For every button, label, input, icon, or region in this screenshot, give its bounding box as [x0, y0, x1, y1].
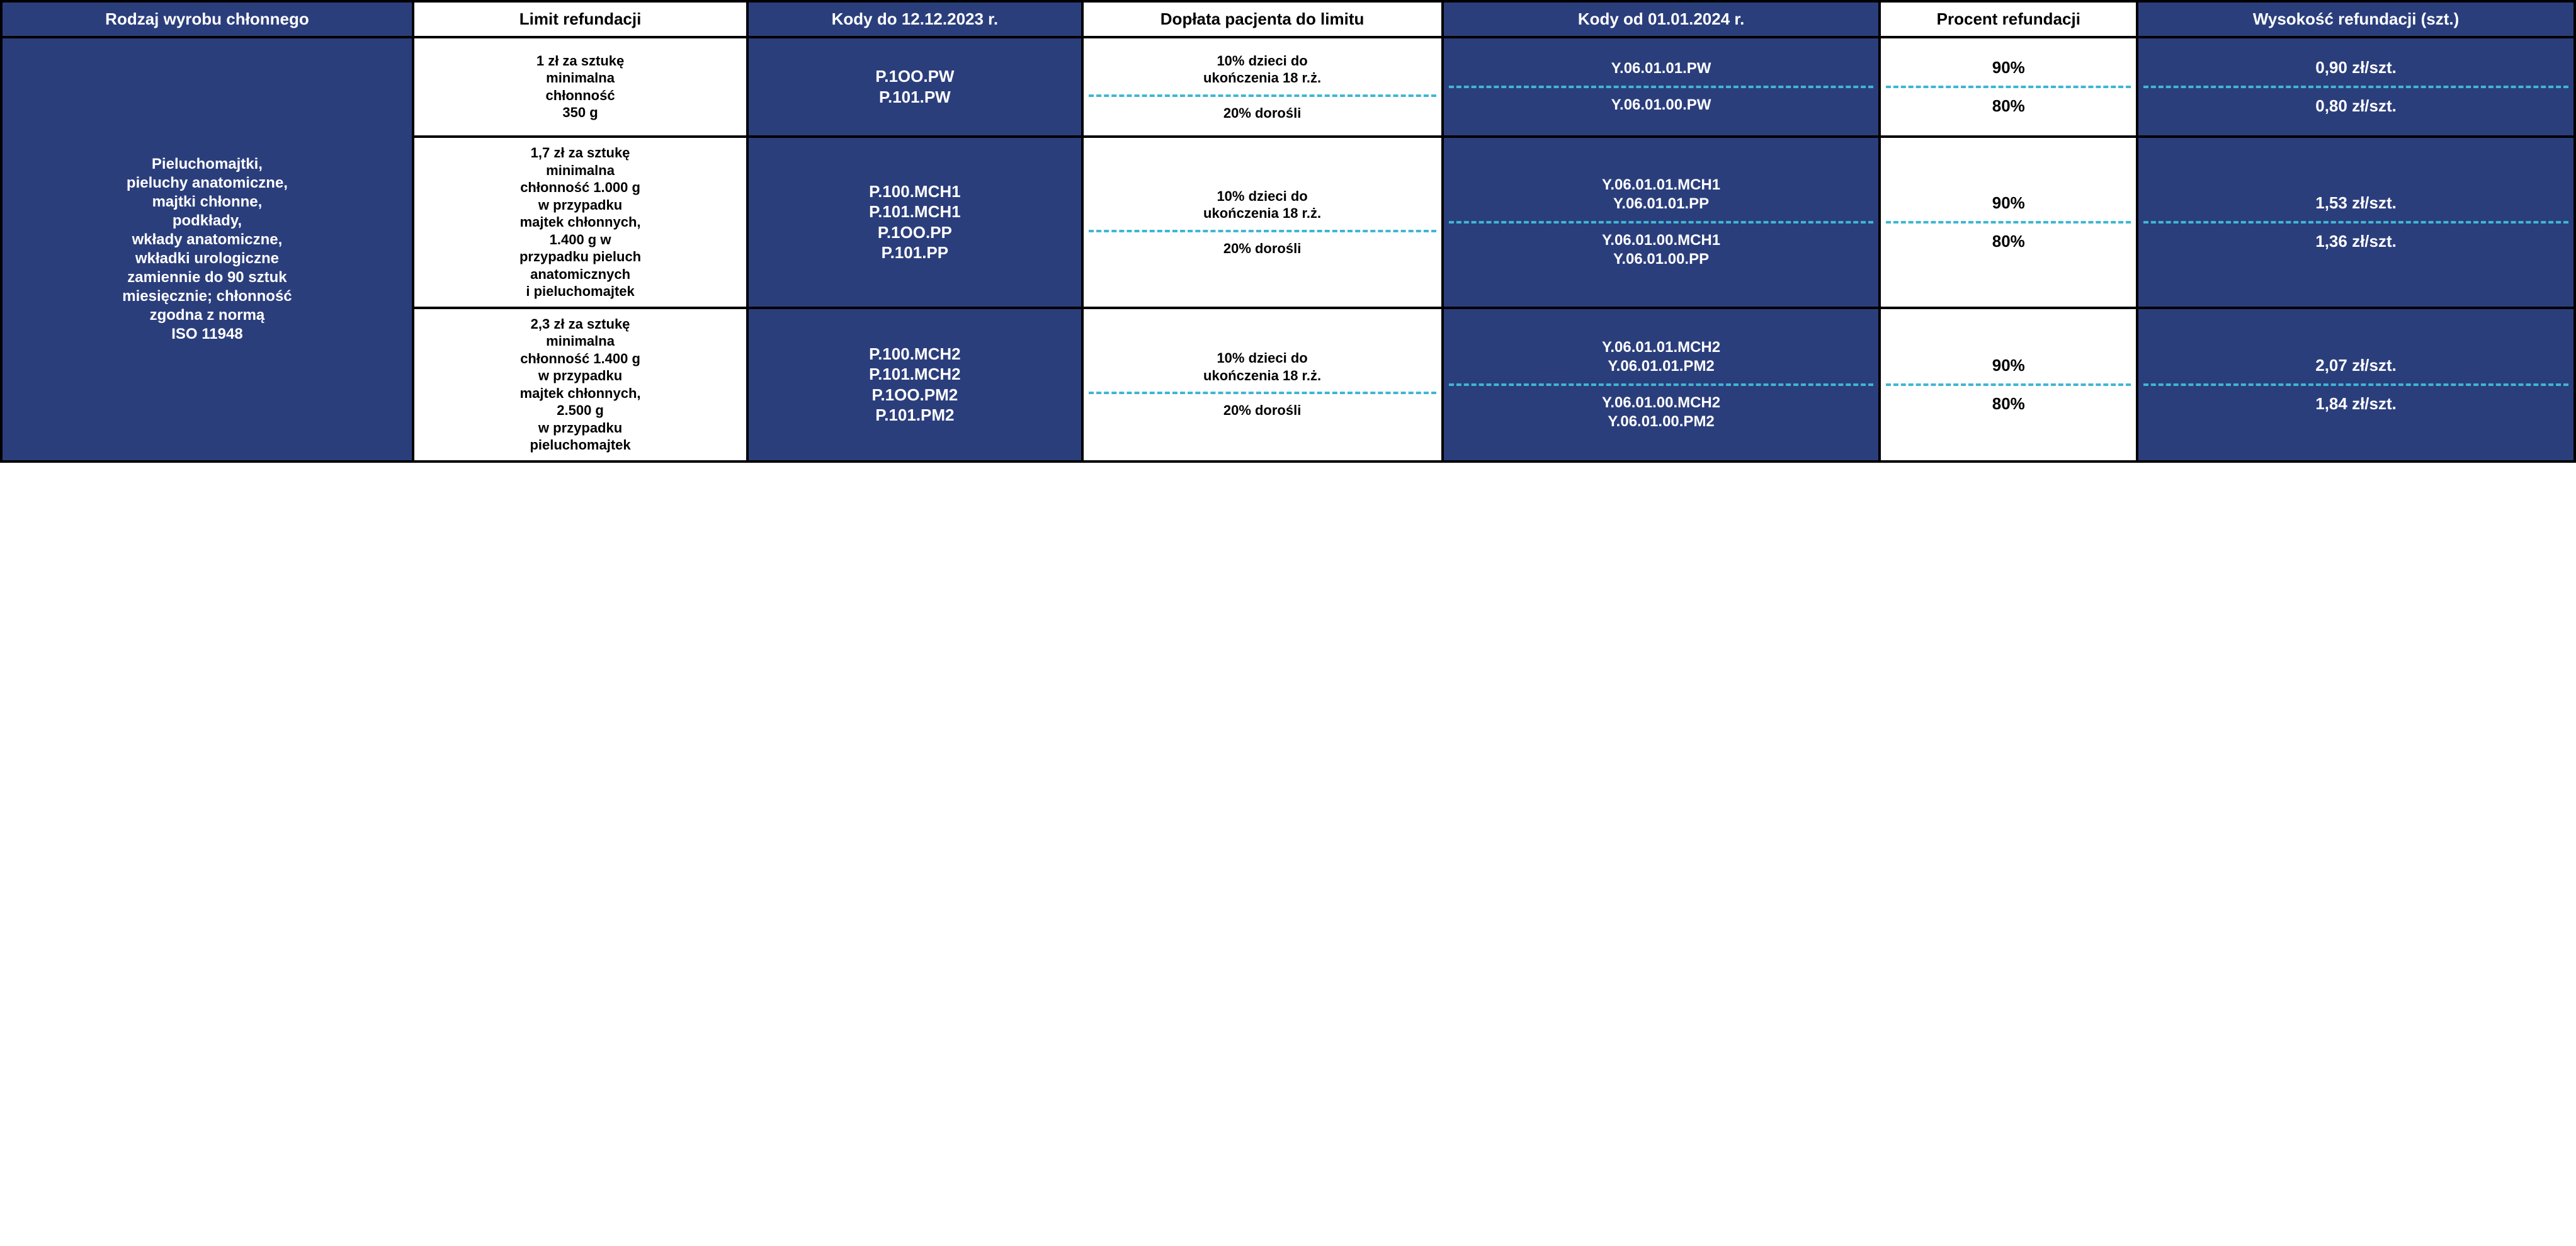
- new-code-top: Y.06.01.01.PW: [1449, 52, 1874, 88]
- doplata-cell: 10% dzieci do ukończenia 18 r.ż. 20% dor…: [1082, 137, 1443, 308]
- pct-bot: 80%: [1886, 224, 2131, 259]
- new-code-top: Y.06.01.01.MCH1 Y.06.01.01.PP: [1449, 168, 1874, 224]
- th-limit: Limit refundacji: [413, 1, 747, 37]
- new-code-bot: Y.06.01.00.MCH2 Y.06.01.00.PM2: [1449, 386, 1874, 439]
- row-label-cell: Pieluchomajtki, pieluchy anatomiczne, ma…: [1, 37, 413, 462]
- amount-cell: 2,07 zł/szt. 1,84 zł/szt.: [2137, 308, 2575, 462]
- th-kody-od: Kody od 01.01.2024 r.: [1443, 1, 1880, 37]
- table-header-row: Rodzaj wyrobu chłonnego Limit refundacji…: [1, 1, 2575, 37]
- doplata-bot: 20% dorośli: [1089, 394, 1436, 427]
- doplata-top: 10% dzieci do ukończenia 18 r.ż.: [1089, 342, 1436, 394]
- old-codes-cell: P.100.MCH2 P.101.MCH2 P.1OO.PM2 P.101.PM…: [747, 308, 1082, 462]
- doplata-bot: 20% dorośli: [1089, 232, 1436, 265]
- amount-top: 1,53 zł/szt.: [2143, 185, 2568, 224]
- th-procent: Procent refundacji: [1880, 1, 2137, 37]
- new-codes-cell: Y.06.01.01.MCH1 Y.06.01.01.PP Y.06.01.00…: [1443, 137, 1880, 308]
- pct-top: 90%: [1886, 185, 2131, 224]
- doplata-bot: 20% dorośli: [1089, 97, 1436, 130]
- th-doplata: Dopłata pacjenta do limitu: [1082, 1, 1443, 37]
- amount-bot: 1,84 zł/szt.: [2143, 386, 2568, 422]
- th-kody-do: Kody do 12.12.2023 r.: [747, 1, 1082, 37]
- amount-top: 0,90 zł/szt.: [2143, 50, 2568, 88]
- doplata-top: 10% dzieci do ukończenia 18 r.ż.: [1089, 45, 1436, 97]
- amount-bot: 0,80 zł/szt.: [2143, 88, 2568, 124]
- pct-top: 90%: [1886, 348, 2131, 386]
- pct-top: 90%: [1886, 50, 2131, 88]
- doplata-cell: 10% dzieci do ukończenia 18 r.ż. 20% dor…: [1082, 37, 1443, 137]
- new-codes-cell: Y.06.01.01.MCH2 Y.06.01.01.PM2 Y.06.01.0…: [1443, 308, 1880, 462]
- table-row: Pieluchomajtki, pieluchy anatomiczne, ma…: [1, 37, 2575, 137]
- limit-cell: 1 zł za sztukę minimalna chłonność 350 g: [413, 37, 747, 137]
- doplata-top: 10% dzieci do ukończenia 18 r.ż.: [1089, 180, 1436, 232]
- pct-bot: 80%: [1886, 88, 2131, 124]
- limit-cell: 2,3 zł za sztukę minimalna chłonność 1.4…: [413, 308, 747, 462]
- old-codes-cell: P.1OO.PW P.101.PW: [747, 37, 1082, 137]
- new-code-bot: Y.06.01.00.PW: [1449, 88, 1874, 122]
- pct-cell: 90% 80%: [1880, 37, 2137, 137]
- new-code-top: Y.06.01.01.MCH2 Y.06.01.01.PM2: [1449, 331, 1874, 386]
- limit-cell: 1,7 zł za sztukę minimalna chłonność 1.0…: [413, 137, 747, 308]
- th-rodzaj: Rodzaj wyrobu chłonnego: [1, 1, 413, 37]
- amount-cell: 1,53 zł/szt. 1,36 zł/szt.: [2137, 137, 2575, 308]
- amount-top: 2,07 zł/szt.: [2143, 348, 2568, 386]
- amount-cell: 0,90 zł/szt. 0,80 zł/szt.: [2137, 37, 2575, 137]
- new-code-bot: Y.06.01.00.MCH1 Y.06.01.00.PP: [1449, 224, 1874, 276]
- pct-bot: 80%: [1886, 386, 2131, 422]
- doplata-cell: 10% dzieci do ukończenia 18 r.ż. 20% dor…: [1082, 308, 1443, 462]
- pct-cell: 90% 80%: [1880, 308, 2137, 462]
- new-codes-cell: Y.06.01.01.PW Y.06.01.00.PW: [1443, 37, 1880, 137]
- refund-table: Rodzaj wyrobu chłonnego Limit refundacji…: [0, 0, 2576, 463]
- amount-bot: 1,36 zł/szt.: [2143, 224, 2568, 259]
- th-wysokosc: Wysokość refundacji (szt.): [2137, 1, 2575, 37]
- pct-cell: 90% 80%: [1880, 137, 2137, 308]
- old-codes-cell: P.100.MCH1 P.101.MCH1 P.1OO.PP P.101.PP: [747, 137, 1082, 308]
